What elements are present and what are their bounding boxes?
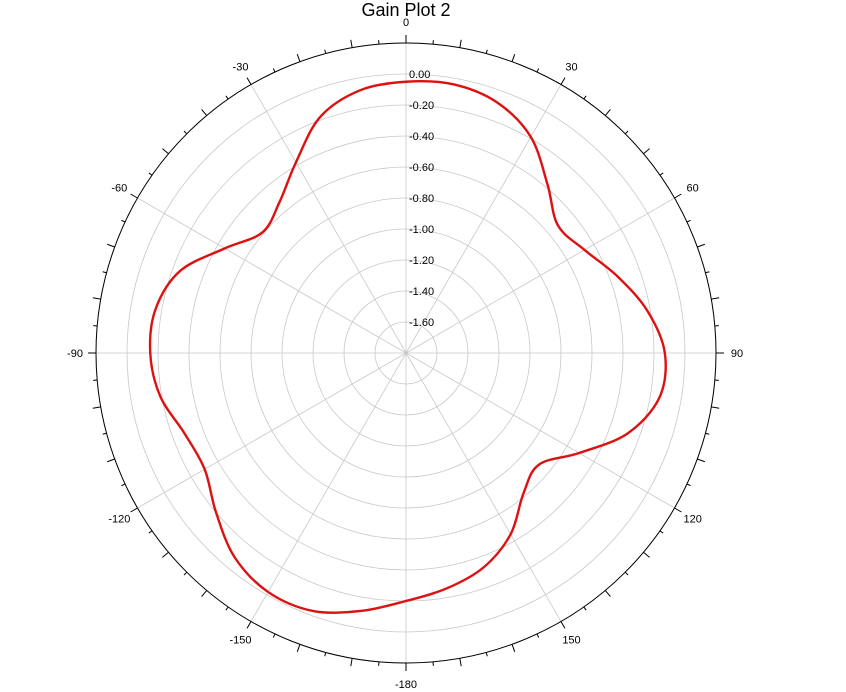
angle-tick bbox=[246, 77, 252, 85]
angle-tick bbox=[560, 621, 566, 629]
angle-tick bbox=[246, 621, 252, 629]
grid-spoke bbox=[137, 352, 407, 509]
radius-tick-label: -1.60 bbox=[409, 317, 434, 329]
angle-tick bbox=[162, 551, 169, 558]
angle-tick bbox=[121, 219, 126, 223]
angle-tick bbox=[659, 172, 664, 176]
angle-tick bbox=[697, 243, 705, 248]
grid-spoke bbox=[137, 197, 407, 354]
gain-series-line bbox=[148, 80, 667, 614]
grid-spoke bbox=[405, 197, 675, 354]
angle-tick bbox=[272, 68, 276, 73]
angle-tick bbox=[92, 406, 101, 409]
angle-tick bbox=[130, 193, 138, 199]
angle-tick-label: 60 bbox=[687, 183, 699, 195]
angle-tick bbox=[536, 68, 540, 73]
angle-tick-label: -150 bbox=[229, 635, 251, 647]
angle-tick bbox=[686, 219, 691, 223]
angle-tick bbox=[459, 39, 462, 48]
angle-tick bbox=[225, 95, 229, 100]
angle-tick bbox=[624, 130, 629, 135]
angle-tick-label: 30 bbox=[565, 61, 577, 73]
angle-tick bbox=[350, 658, 353, 667]
radius-tick-label: -0.20 bbox=[409, 100, 434, 112]
angle-tick bbox=[485, 652, 488, 657]
angle-tick bbox=[350, 39, 353, 48]
angle-tick bbox=[705, 432, 710, 435]
angle-tick bbox=[697, 458, 705, 463]
radius-tick-label: -1.40 bbox=[409, 286, 434, 298]
angle-tick bbox=[604, 590, 611, 597]
angle-tick bbox=[183, 130, 188, 135]
angle-tick-label: -120 bbox=[108, 514, 130, 526]
angle-tick bbox=[296, 54, 301, 62]
angle-tick bbox=[272, 633, 276, 638]
angle-tick bbox=[459, 658, 462, 667]
angle-tick bbox=[296, 644, 301, 652]
radius-tick-label: -1.00 bbox=[409, 224, 434, 236]
angle-tick-label: 0 bbox=[403, 17, 409, 29]
angle-tick bbox=[643, 148, 650, 155]
radius-tick-label: 0.00 bbox=[409, 69, 430, 81]
angle-tick bbox=[121, 483, 126, 487]
grid-spoke bbox=[405, 352, 562, 622]
angle-tick bbox=[102, 432, 107, 435]
angle-tick-label: 150 bbox=[562, 635, 580, 647]
radius-tick-label: -1.20 bbox=[409, 255, 434, 267]
angle-tick bbox=[674, 507, 682, 513]
angle-tick bbox=[225, 606, 229, 611]
angle-tick bbox=[536, 633, 540, 638]
angle-tick bbox=[659, 530, 664, 534]
angle-tick bbox=[624, 571, 629, 576]
chart-title: Gain Plot 2 bbox=[361, 0, 451, 20]
angle-tick bbox=[324, 49, 327, 54]
angle-tick bbox=[485, 49, 488, 54]
angle-tick bbox=[107, 458, 115, 463]
angle-tick bbox=[201, 109, 208, 116]
radius-tick-label: -0.80 bbox=[409, 193, 434, 205]
angle-tick bbox=[324, 652, 327, 657]
angle-tick bbox=[604, 109, 611, 116]
angle-tick bbox=[560, 77, 566, 85]
angle-tick bbox=[107, 243, 115, 248]
angle-tick bbox=[674, 193, 682, 199]
angle-tick bbox=[583, 606, 587, 611]
angle-tick-label: -30 bbox=[233, 61, 249, 73]
angle-tick bbox=[511, 644, 516, 652]
angle-tick bbox=[148, 172, 153, 176]
angle-tick bbox=[643, 551, 650, 558]
angle-tick bbox=[92, 297, 101, 300]
angle-tick-label: -60 bbox=[111, 183, 127, 195]
grid-spoke bbox=[250, 84, 407, 354]
angle-tick bbox=[102, 271, 107, 274]
grid-spoke bbox=[405, 84, 562, 354]
grid-spoke bbox=[250, 352, 407, 622]
angle-tick bbox=[511, 54, 516, 62]
angle-tick-label: -180 bbox=[395, 679, 417, 691]
angle-tick bbox=[201, 590, 208, 597]
angle-tick bbox=[686, 483, 691, 487]
angle-tick bbox=[162, 148, 169, 155]
angle-tick-label: 120 bbox=[683, 514, 701, 526]
angle-tick bbox=[705, 271, 710, 274]
radius-tick-label: -0.60 bbox=[409, 162, 434, 174]
angle-tick bbox=[711, 406, 720, 409]
angle-tick bbox=[130, 507, 138, 513]
angle-tick bbox=[583, 95, 587, 100]
angle-tick bbox=[183, 571, 188, 576]
grid-spoke bbox=[405, 352, 675, 509]
radius-tick-label: -0.40 bbox=[409, 131, 434, 143]
angle-tick bbox=[148, 530, 153, 534]
angle-tick bbox=[711, 297, 720, 300]
angle-tick-label: 90 bbox=[731, 348, 743, 360]
angle-tick-label: -90 bbox=[67, 348, 83, 360]
